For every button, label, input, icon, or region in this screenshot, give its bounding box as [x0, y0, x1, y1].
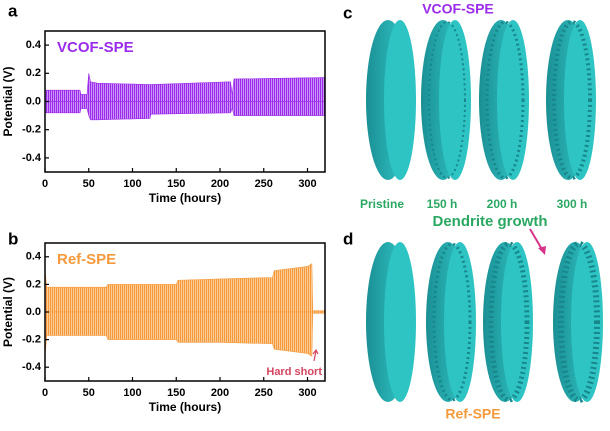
time-label: Pristine: [360, 197, 404, 211]
y-axis-label: Potential (V): [1, 277, 15, 347]
y-tick-label: 0.4: [26, 39, 42, 51]
y-tick-label: 0.0: [26, 95, 41, 107]
time-label: 200 h: [487, 197, 518, 211]
rendering-title: Ref-SPE: [445, 406, 500, 422]
panel-label: b: [8, 229, 18, 248]
x-tick-label: 250: [255, 387, 273, 399]
x-tick-label: 300: [298, 387, 316, 399]
panel-label: a: [8, 1, 18, 20]
x-axis-label: Time (hours): [149, 191, 221, 205]
x-tick-label: 150: [167, 387, 185, 399]
x-axis-label: Time (hours): [149, 400, 221, 414]
dendrites: [428, 21, 466, 179]
x-tick-label: 0: [42, 178, 48, 190]
y-tick-label: 0.2: [26, 67, 41, 79]
y-tick-label: -0.2: [22, 334, 41, 346]
arrow-head: [538, 246, 546, 255]
y-tick-label: -0.2: [22, 124, 41, 136]
dendrites: [485, 20, 525, 180]
y-tick-label: -0.4: [22, 152, 42, 164]
y-axis-label: Potential (V): [1, 66, 15, 136]
time-label: 300 h: [557, 197, 588, 211]
x-tick-label: 50: [83, 178, 95, 190]
x-tick-label: 250: [255, 178, 273, 190]
voltage-area: [44, 101, 326, 121]
dendrites: [558, 241, 600, 403]
annotation-arrow: [312, 348, 319, 362]
y-tick-label: 0.0: [26, 306, 41, 318]
disc-face: [384, 20, 416, 180]
renderings: [366, 20, 603, 403]
x-tick-label: 200: [211, 387, 229, 399]
x-tick-label: 100: [123, 387, 141, 399]
x-tick-label: 100: [123, 178, 141, 190]
disc-face: [384, 242, 416, 402]
dendrites: [488, 241, 530, 403]
time-label: 150 h: [427, 197, 458, 211]
dendrites: [552, 20, 592, 180]
y-tick-label: 0.2: [26, 278, 41, 290]
voltage-area: [44, 311, 326, 357]
panel-label: c: [343, 3, 352, 22]
dendrites: [432, 242, 472, 402]
x-tick-label: 0: [42, 387, 48, 399]
rendering-title: VCOF-SPE: [422, 1, 494, 17]
y-tick-label: 0.4: [26, 251, 42, 263]
annotation: Dendrite growth: [433, 213, 548, 230]
x-tick-label: 200: [211, 178, 229, 190]
chart-title: Ref-SPE: [57, 251, 116, 268]
annotation: Hard short: [266, 366, 322, 378]
chart-title: VCOF-SPE: [57, 39, 134, 56]
panel-label: d: [343, 229, 353, 248]
voltage-area: [44, 73, 326, 102]
x-tick-label: 300: [298, 178, 316, 190]
voltage-area: [44, 263, 326, 313]
x-tick-label: 150: [167, 178, 185, 190]
y-tick-label: -0.4: [22, 361, 42, 373]
disc-face: [439, 20, 471, 180]
x-tick-label: 50: [83, 387, 95, 399]
